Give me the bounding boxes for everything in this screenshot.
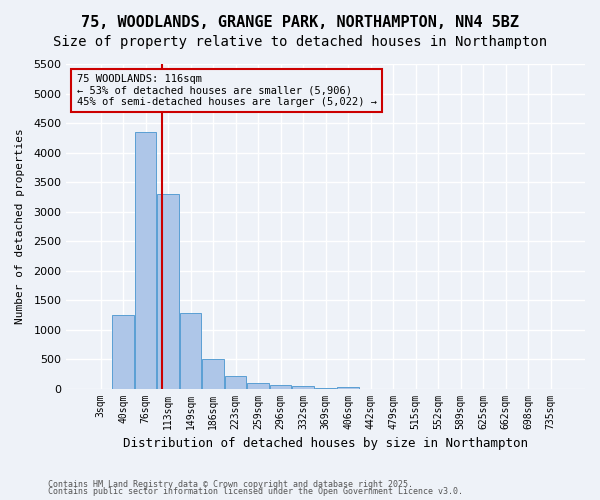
Bar — [337, 387, 359, 388]
Bar — [247, 383, 269, 388]
Bar — [112, 315, 134, 388]
Bar — [135, 132, 156, 388]
Text: 75 WOODLANDS: 116sqm
← 53% of detached houses are smaller (5,906)
45% of semi-de: 75 WOODLANDS: 116sqm ← 53% of detached h… — [77, 74, 377, 107]
Bar — [180, 313, 202, 388]
Bar — [202, 359, 224, 388]
Text: Contains HM Land Registry data © Crown copyright and database right 2025.: Contains HM Land Registry data © Crown c… — [48, 480, 413, 489]
Bar — [270, 386, 292, 388]
Text: 75, WOODLANDS, GRANGE PARK, NORTHAMPTON, NN4 5BZ: 75, WOODLANDS, GRANGE PARK, NORTHAMPTON,… — [81, 15, 519, 30]
Y-axis label: Number of detached properties: Number of detached properties — [15, 128, 25, 324]
Bar — [157, 194, 179, 388]
Bar — [292, 386, 314, 388]
Bar — [225, 376, 247, 388]
Text: Contains public sector information licensed under the Open Government Licence v3: Contains public sector information licen… — [48, 487, 463, 496]
X-axis label: Distribution of detached houses by size in Northampton: Distribution of detached houses by size … — [123, 437, 528, 450]
Text: Size of property relative to detached houses in Northampton: Size of property relative to detached ho… — [53, 35, 547, 49]
